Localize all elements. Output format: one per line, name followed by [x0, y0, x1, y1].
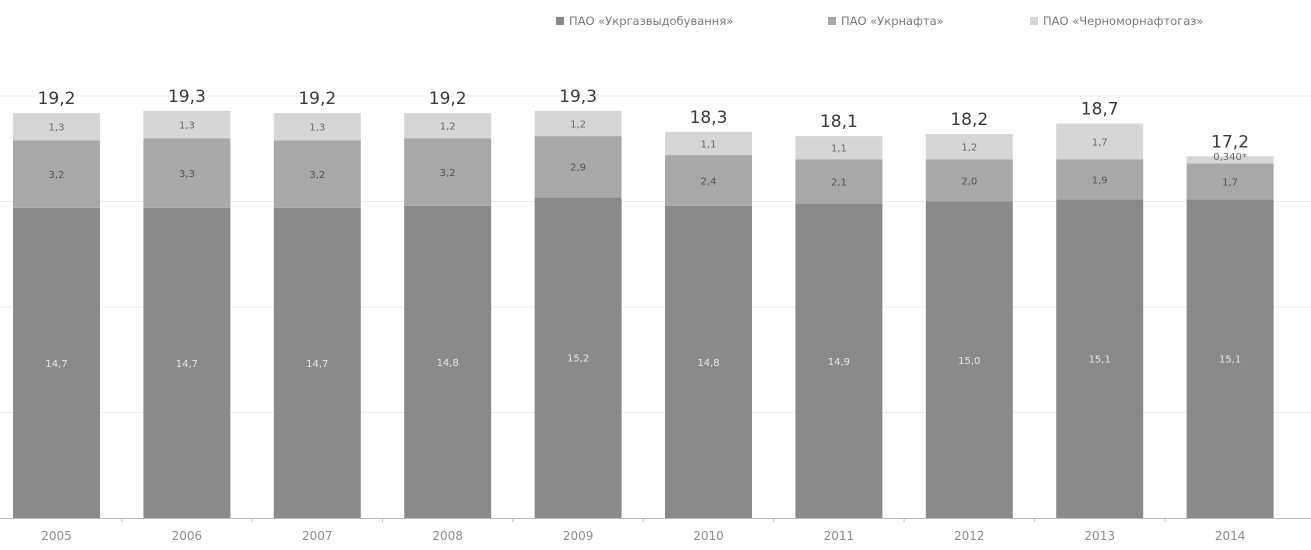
bar-segment: [665, 131, 752, 156]
total-value-label: 19,2: [429, 89, 467, 109]
bar-segment: [925, 159, 1013, 202]
x-tick-label: 2014: [1215, 529, 1246, 543]
segment-value-label: 3,2: [440, 168, 456, 179]
total-value-label: 18,1: [820, 112, 858, 132]
segment-value-label: 1,2: [961, 143, 977, 154]
bar-segment: [404, 205, 492, 518]
segment-value-label: 1,9: [1092, 175, 1108, 186]
x-tick-label: 2007: [302, 529, 333, 543]
segment-value-label: 14,8: [697, 358, 719, 369]
bar-segment: [273, 207, 361, 518]
segment-value-label: 0,340*: [1213, 152, 1247, 163]
segment-value-label: 15,0: [958, 356, 980, 367]
segment-value-label: 1,2: [440, 122, 456, 133]
bar-segment: [795, 159, 883, 204]
x-tick-label: 2005: [41, 529, 72, 543]
bar-segment: [534, 197, 622, 518]
bar-segment: [1056, 199, 1144, 518]
segment-value-label: 1,3: [179, 120, 195, 131]
segment-value-label: 14,8: [437, 358, 459, 369]
bar-segment: [534, 136, 622, 198]
x-tick-label: 2008: [432, 529, 463, 543]
bar-segment: [273, 112, 361, 141]
bar-segment: [534, 110, 622, 137]
segment-value-label: 1,2: [570, 119, 586, 130]
x-tick-label: 2009: [563, 529, 594, 543]
total-value-label: 19,2: [298, 89, 336, 109]
bar-segment: [795, 203, 883, 519]
segment-value-label: 1,1: [701, 139, 717, 150]
legend-label: ПАО «Укргазвыдобування»: [569, 14, 733, 28]
bars-group: [13, 110, 1274, 519]
segment-value-label: 1,3: [49, 123, 65, 134]
segment-value-label: 1,3: [309, 123, 325, 134]
x-tick-label: 2013: [1084, 529, 1115, 543]
total-value-label: 19,3: [168, 87, 206, 107]
segment-value-label: 1,1: [831, 144, 847, 155]
bar-segment: [404, 138, 492, 206]
bar-segment: [1056, 159, 1144, 200]
total-value-label: 18,2: [950, 110, 988, 130]
bar-segment: [1186, 156, 1274, 164]
segment-value-label: 15,1: [1089, 355, 1111, 366]
bar-segment: [143, 207, 231, 518]
bar-segment: [13, 112, 100, 141]
segment-value-label: 3,2: [49, 170, 65, 181]
legend-swatch: [828, 17, 836, 25]
bar-segment: [795, 136, 883, 160]
segment-value-label: 15,1: [1219, 355, 1241, 366]
total-value-label: 19,3: [559, 87, 597, 107]
total-value-label: 18,7: [1081, 99, 1119, 119]
segment-value-label: 14,7: [45, 359, 67, 370]
total-value-label: 19,2: [38, 89, 76, 109]
segment-value-label: 14,7: [306, 359, 328, 370]
segment-value-label: 14,9: [828, 357, 850, 368]
segment-value-label: 2,4: [701, 176, 717, 187]
bar-segment: [1056, 123, 1144, 160]
bar-segment: [143, 138, 231, 208]
legend-swatch: [1030, 17, 1038, 25]
bar-segment: [143, 110, 231, 139]
legend-label: ПАО «Черноморнафтогаз»: [1043, 14, 1203, 28]
bar-segment: [273, 140, 361, 208]
bar-segment: [665, 205, 752, 518]
bar-segment: [13, 207, 100, 518]
bar-segment: [1186, 163, 1274, 200]
bar-segment: [1186, 199, 1274, 518]
x-axis: 2005 2006 2007 2008 2009 2010 2011 2012 2013 2014: [0, 518, 1311, 543]
segment-value-label: 14,7: [176, 359, 198, 370]
bar-segment: [665, 155, 752, 206]
bar-segment: [404, 112, 492, 139]
segment-value-label: 2,1: [831, 177, 847, 188]
segment-value-label: 15,2: [567, 354, 589, 365]
segment-value-label: 1,7: [1092, 137, 1108, 148]
bar-segment: [925, 133, 1013, 160]
legend-swatch: [556, 17, 564, 25]
legend: ПАО «Укргазвыдобування» ПАО «Укрнафта» ПАО…: [556, 14, 1203, 28]
x-tick-label: 2012: [954, 529, 985, 543]
segment-value-label: 1,7: [1222, 177, 1238, 188]
bar-segment: [925, 201, 1013, 518]
total-value-label: 17,2: [1211, 132, 1249, 152]
segment-value-label: 3,3: [179, 169, 195, 180]
total-labels-group: 19,2 19,3 19,2 19,2 19,3 18,3 18,1 18,2 18,7 17,2: [38, 87, 1249, 153]
bar-segment: [13, 140, 100, 208]
total-value-label: 18,3: [690, 108, 728, 128]
segment-value-label: 2,9: [570, 163, 586, 174]
segment-labels-group: 14,7 3,2 1,3 14,7 3,3 1,3 14,7 3,2 1,3 14,8 3,2 1,2…: [45, 119, 1247, 369]
x-tick-label: 2006: [172, 529, 203, 543]
x-tick-label: 2011: [824, 529, 855, 543]
x-tick-label: 2010: [693, 529, 724, 543]
segment-value-label: 2,0: [961, 176, 977, 187]
segment-value-label: 3,2: [309, 170, 325, 181]
legend-label: ПАО «Укрнафта»: [841, 14, 944, 28]
